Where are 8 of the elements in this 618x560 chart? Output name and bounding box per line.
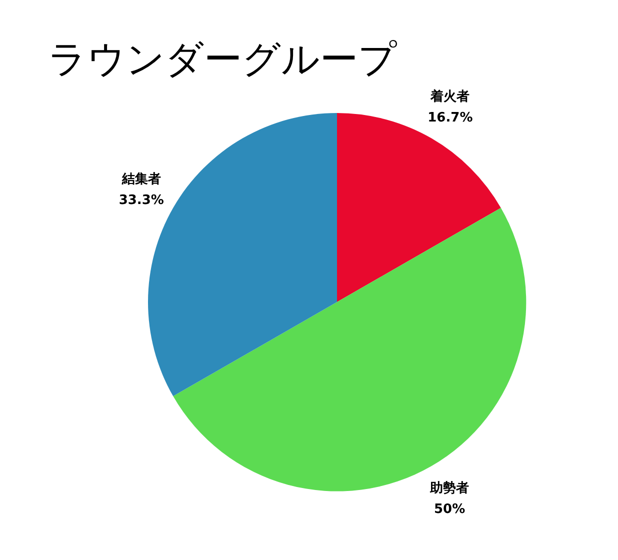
data-label: 50% [434,502,466,517]
slice-label: 着火者 [430,88,470,104]
chart-title: ラウンダーグループ [48,37,397,81]
slice-label: 結集者 [120,172,161,187]
slice-label: 助勢者 [429,480,470,496]
pie-slice [337,113,501,302]
data-label: 16.7% [428,110,473,126]
data-label: 33.3% [118,192,164,208]
